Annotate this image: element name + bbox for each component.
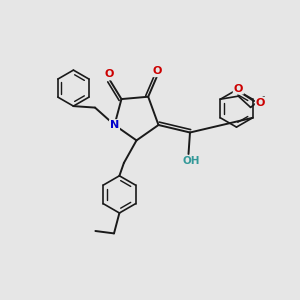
Text: O: O bbox=[234, 84, 243, 94]
Text: O: O bbox=[152, 66, 162, 76]
Text: O: O bbox=[256, 98, 265, 108]
Text: OH: OH bbox=[183, 156, 200, 166]
Text: N: N bbox=[110, 120, 119, 130]
Text: O: O bbox=[105, 70, 114, 80]
